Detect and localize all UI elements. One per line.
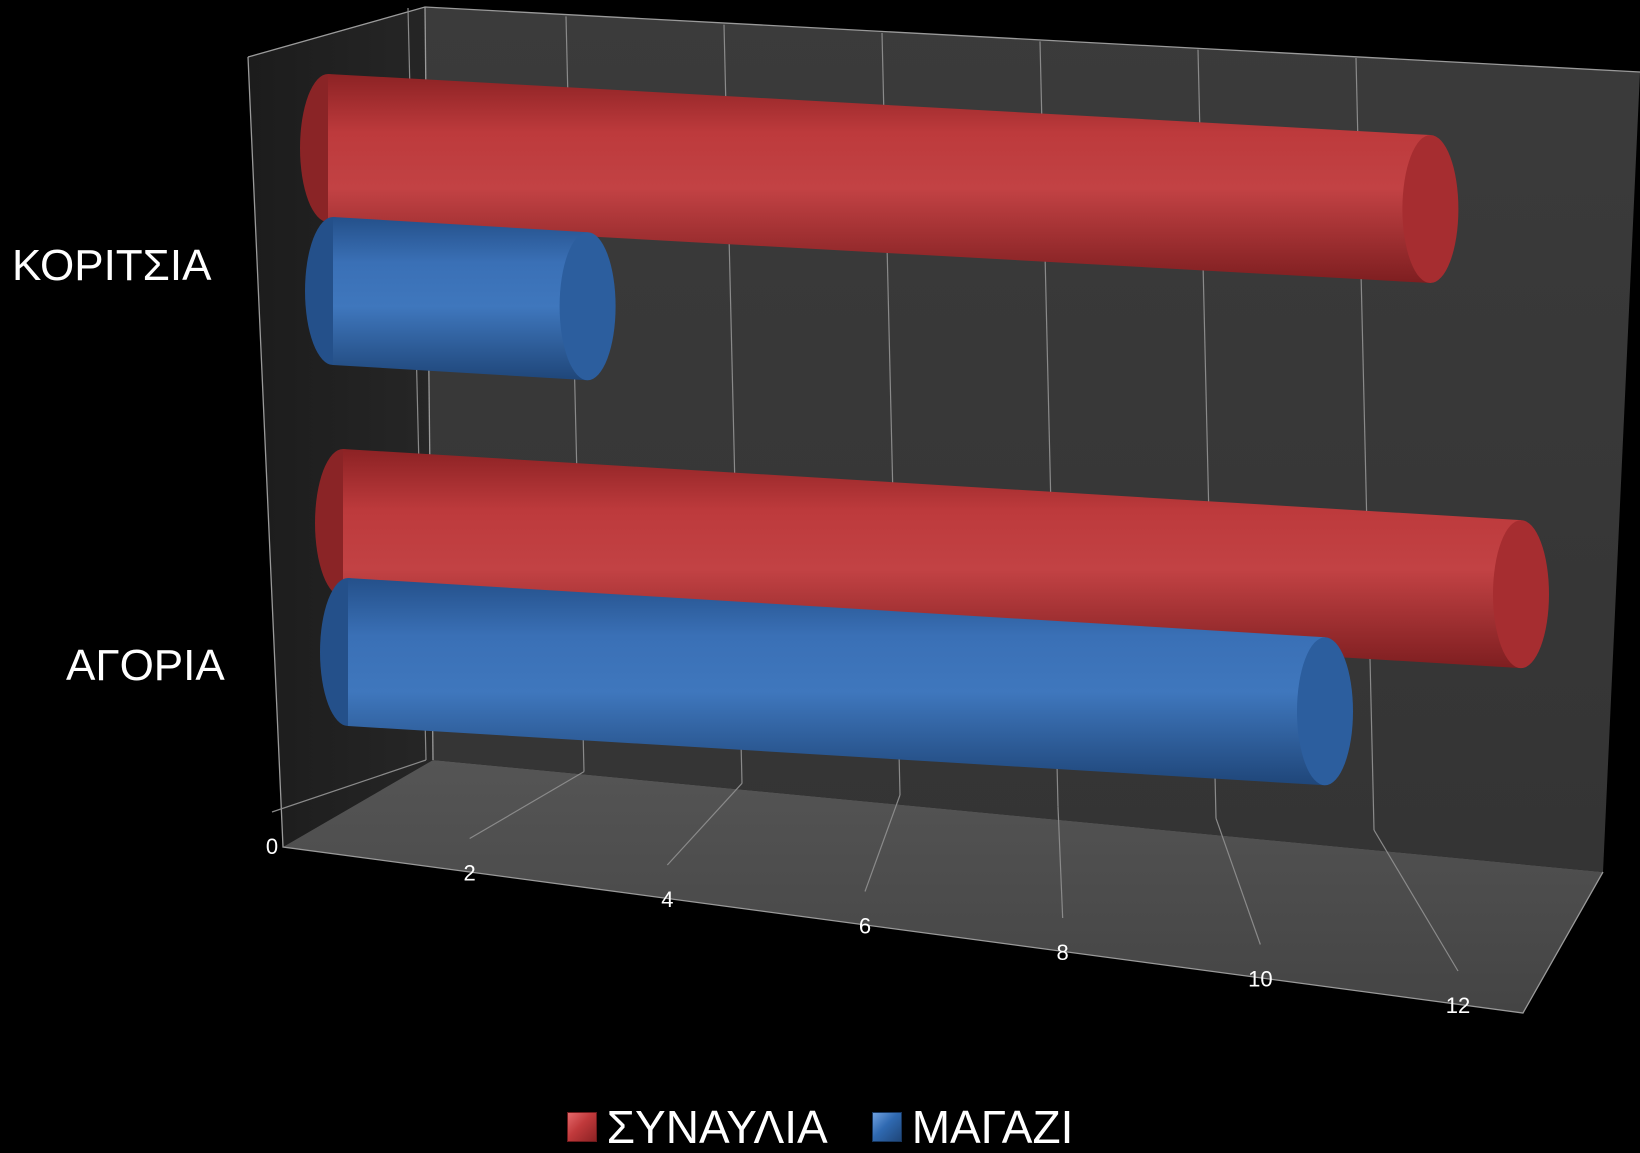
bar-ΣΥΝΑΥΛΙΑ-ΚΟΡΙΤΣΙΑ: [300, 74, 1459, 284]
gridline-floor: [271, 759, 427, 813]
gridline-floor: [864, 794, 901, 892]
gridline-floor: [666, 782, 743, 866]
x-tick-label: 12: [1446, 993, 1470, 1018]
legend-label: ΜΑΓΑΖΙ: [911, 1100, 1074, 1153]
bar-body: [333, 217, 588, 381]
bar-face-cap: [559, 232, 616, 381]
x-tick-labels: 0 2 4 6 8 10 12: [266, 834, 1470, 1018]
x-tick-label: 6: [859, 914, 871, 939]
chart-floor: [283, 760, 1603, 1013]
gridline-floor: [1215, 818, 1261, 945]
gridline-floor: [1373, 829, 1459, 972]
category-label: ΚΟΡΙΤΣΙΑ: [12, 241, 212, 290]
legend-swatch-blue: [871, 1111, 902, 1142]
x-tick-label: 2: [464, 861, 476, 886]
x-tick-label: 4: [661, 887, 673, 912]
legend-label: ΣΥΝΑΥΛΙΑ: [606, 1100, 828, 1153]
bar-body: [328, 74, 1431, 284]
x-tick-label: 10: [1248, 967, 1272, 992]
x-tick-label: 8: [1057, 940, 1069, 965]
legend-swatch-red: [566, 1111, 597, 1142]
gridline-floor: [1057, 806, 1064, 919]
legend-item-magazi: ΜΑΓΑΖΙ: [871, 1100, 1074, 1153]
bar-ΜΑΓΑΖΙ-ΑΓΟΡΙΑ: [320, 578, 1353, 786]
legend: ΣΥΝΑΥΛΙΑ ΜΑΓΑΖΙ: [0, 1100, 1640, 1153]
category-label: ΑΓΟΡΙΑ: [66, 641, 225, 690]
category-labels: ΚΟΡΙΤΣΙΑ ΑΓΟΡΙΑ: [12, 241, 225, 690]
legend-item-synaulia: ΣΥΝΑΥΛΙΑ: [566, 1100, 828, 1153]
x-tick-label: 0: [266, 834, 278, 859]
gridline-floor: [469, 771, 585, 840]
bar-face-cap: [1297, 637, 1353, 786]
bar-face-cap: [1493, 520, 1549, 669]
bar-body: [348, 578, 1325, 786]
bar-ΜΑΓΑΖΙ-ΚΟΡΙΤΣΙΑ: [305, 217, 616, 381]
bars: [300, 74, 1549, 786]
bar-face-cap: [1402, 135, 1459, 284]
